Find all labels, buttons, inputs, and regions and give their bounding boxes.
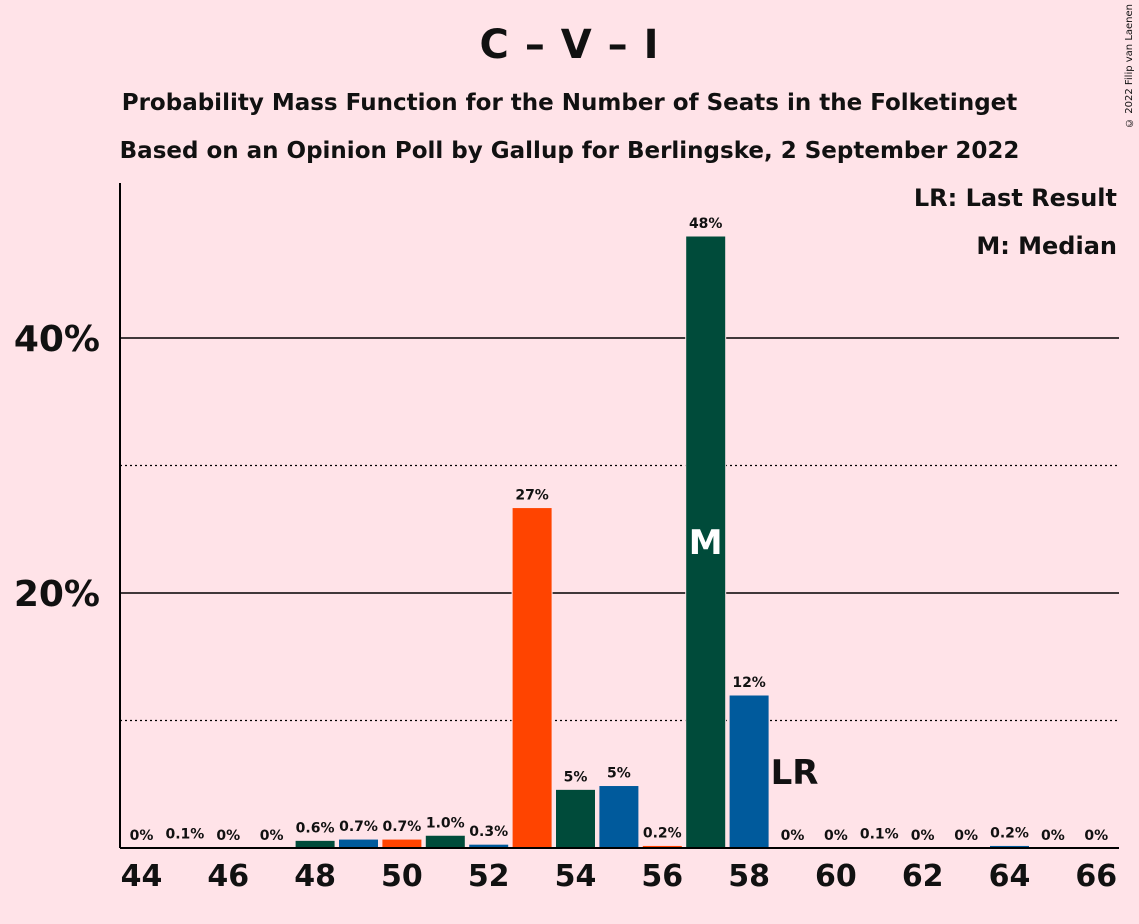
x-tick-label: 48 <box>294 859 336 894</box>
x-tick-label: 66 <box>1075 859 1117 894</box>
bar-label-53: 27% <box>515 488 549 504</box>
bar-label-54: 5% <box>564 769 588 785</box>
bar-53 <box>511 507 553 849</box>
chart-title: C – V – I <box>479 22 660 68</box>
bar-label-52: 0.3% <box>469 824 508 840</box>
bar-label-51: 1.0% <box>426 815 465 831</box>
bar-55 <box>598 785 640 849</box>
x-tick-label: 62 <box>902 859 944 894</box>
markers: M LR <box>689 523 819 793</box>
x-tick-label: 50 <box>381 859 423 894</box>
bar-51 <box>424 834 466 849</box>
bar-label-64: 0.2% <box>990 825 1029 841</box>
x-tick-label: 46 <box>207 859 249 894</box>
x-tick-label: 56 <box>641 859 683 894</box>
bar-label-46: 0% <box>216 828 240 844</box>
bar-50 <box>381 838 423 849</box>
bar-label-65: 0% <box>1041 828 1065 844</box>
bar-label-55: 5% <box>607 766 631 782</box>
bar-49 <box>338 838 379 849</box>
bar-label-66: 0% <box>1084 828 1108 844</box>
x-tick-label: 58 <box>728 859 770 894</box>
bar-57 <box>685 235 727 849</box>
bar-label-47: 0% <box>260 828 284 844</box>
x-tick-label: 44 <box>121 859 163 894</box>
median-marker: M <box>689 523 723 563</box>
y-tick-label: 40% <box>14 319 100 360</box>
legend-median: M: Median <box>976 232 1117 260</box>
bars <box>164 235 1030 849</box>
bar-label-58: 12% <box>732 675 766 691</box>
last-result-marker: LR <box>771 753 819 793</box>
legend-last-result: LR: Last Result <box>913 184 1117 212</box>
gridlines <box>120 337 1119 722</box>
axes: 20% 40% 44 46 48 50 52 54 56 58 60 62 64 66 <box>14 183 1119 894</box>
bar-58 <box>728 694 770 849</box>
bar-label-57: 48% <box>689 216 723 232</box>
bar-label-56: 0.2% <box>643 825 682 841</box>
x-tick-label: 60 <box>815 859 857 894</box>
bar-label-49: 0.7% <box>339 819 378 835</box>
x-tick-label: 52 <box>468 859 510 894</box>
bar-label-50: 0.7% <box>382 819 421 835</box>
bar-label-60: 0% <box>824 828 848 844</box>
bar-label-61: 0.1% <box>860 827 899 843</box>
chart-subtitle-2: Based on an Opinion Poll by Gallup for B… <box>119 138 1020 164</box>
bar-label-59: 0% <box>781 828 805 844</box>
bar-label-63: 0% <box>954 828 978 844</box>
bar-label-45: 0.1% <box>165 827 204 843</box>
bar-54 <box>555 788 596 849</box>
x-tick-label: 64 <box>989 859 1031 894</box>
x-tick-label: 54 <box>555 859 597 894</box>
bar-labels: 0% 0.1% 0% 0% 0.6% 0.7% 0.7% 1.0%0.3%27%5% 5%0.2… <box>130 216 1109 844</box>
bar-label-44: 0% <box>130 828 154 844</box>
y-tick-label: 20% <box>14 574 100 615</box>
bar-48 <box>294 839 336 849</box>
chart-subtitle-1: Probability Mass Function for the Number… <box>121 90 1018 116</box>
bar-label-62: 0% <box>911 828 935 844</box>
bar-label-48: 0.6% <box>296 820 335 836</box>
